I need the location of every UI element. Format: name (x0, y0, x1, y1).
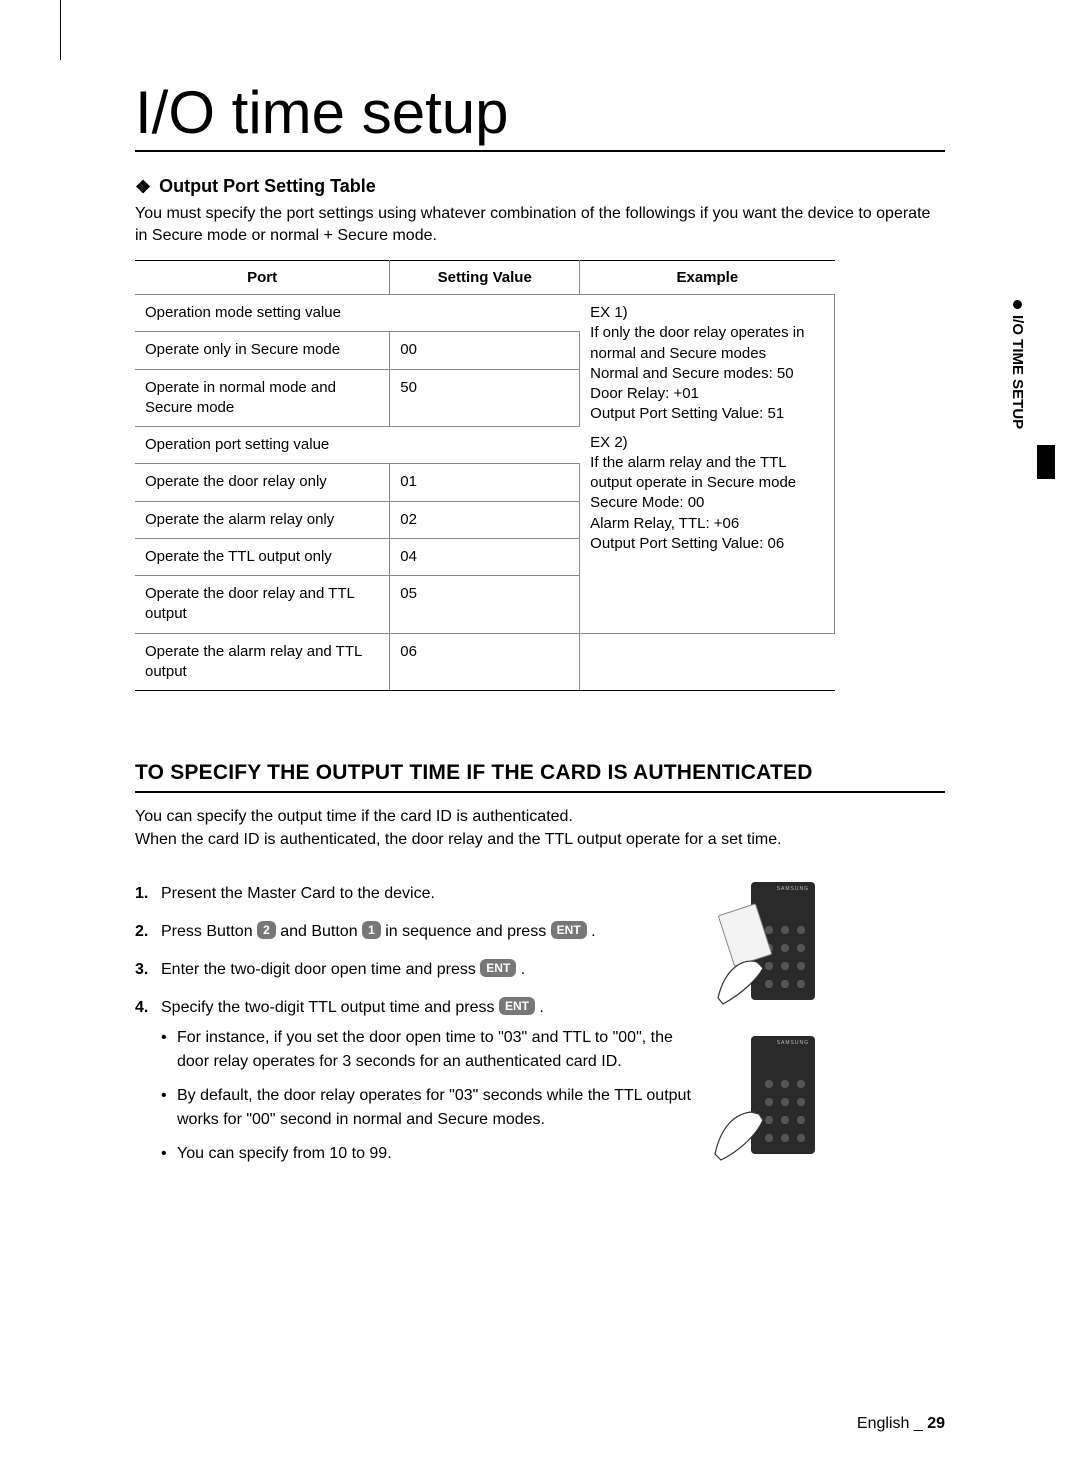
step-text: . (591, 923, 595, 940)
cell-value: 06 (390, 633, 580, 691)
cell-port: Operate only in Secure mode (135, 332, 390, 369)
step-bullets: For instance, if you set the door open t… (161, 1026, 695, 1166)
key-ent-icon: ENT (499, 997, 535, 1015)
key-ent-icon: ENT (480, 959, 516, 977)
key-ent-icon: ENT (551, 921, 587, 939)
intro-line-1: You can specify the output time if the c… (135, 808, 573, 825)
output-port-intro: You must specify the port settings using… (135, 203, 945, 246)
output-port-table: Port Setting Value Example Operation mod… (135, 260, 835, 691)
page-title: I/O time setup (135, 80, 945, 146)
side-tab-label: I/O TIME SETUP (1009, 315, 1026, 429)
bullet-item: By default, the door relay operates for … (161, 1084, 695, 1132)
step-text: . (539, 999, 543, 1016)
illustration-press-button: SAMSUNG (719, 1036, 815, 1156)
output-port-heading: ❖ Output Port Setting Table (135, 176, 945, 197)
illustration-present-card: SAMSUNG (719, 882, 815, 1002)
cell-value: 50 (390, 369, 580, 427)
step-text: in sequence and press (385, 923, 546, 940)
step-2: 2. Press Button 2 and Button 1 in sequen… (135, 920, 695, 944)
table-header-row: Port Setting Value Example (135, 261, 835, 295)
cell-port: Operate the alarm relay only (135, 501, 390, 538)
diamond-icon: ❖ (135, 177, 151, 198)
cell-value: 02 (390, 501, 580, 538)
title-rule: I/O time setup (135, 80, 945, 152)
group-header-2: Operation port setting value (135, 427, 580, 464)
group-header-1: Operation mode setting value (135, 295, 580, 332)
key-1-icon: 1 (362, 921, 381, 939)
footer-language: English _ (857, 1415, 923, 1432)
output-port-heading-text: Output Port Setting Table (159, 176, 376, 196)
step-number: 2. (135, 920, 148, 944)
thumb-index-icon (1037, 445, 1055, 479)
step-number: 3. (135, 958, 148, 982)
step-3: 3. Enter the two-digit door open time an… (135, 958, 695, 982)
illustration-column: SAMSUNG SAMSUNG (717, 882, 817, 1156)
table-row: Operate the alarm relay and TTL output 0… (135, 633, 835, 691)
cell-port: Operate the door relay only (135, 464, 390, 501)
step-text: Enter the two-digit door open time and p… (161, 961, 476, 978)
step-text: . (521, 961, 525, 978)
device-brand: SAMSUNG (777, 1040, 809, 1046)
output-time-intro: You can specify the output time if the c… (135, 805, 945, 851)
step-text: and Button (280, 923, 357, 940)
steps-list: 1. Present the Master Card to the device… (135, 882, 695, 1180)
page-footer: English _ 29 (857, 1415, 945, 1433)
hand-icon (713, 938, 783, 1008)
step-number: 1. (135, 882, 148, 906)
intro-line-2: When the card ID is authenticated, the d… (135, 831, 782, 848)
output-time-heading: TO SPECIFY THE OUTPUT TIME IF THE CARD I… (135, 761, 945, 793)
device-brand: SAMSUNG (777, 886, 809, 892)
cell-port: Operate in normal mode and Secure mode (135, 369, 390, 427)
cell-port: Operate the TTL output only (135, 538, 390, 575)
col-port: Port (135, 261, 390, 295)
cell-port: Operate the door relay and TTL output (135, 576, 390, 634)
bullet-item: For instance, if you set the door open t… (161, 1026, 695, 1074)
step-number: 4. (135, 996, 148, 1020)
cell-value: 04 (390, 538, 580, 575)
page-content: I/O time setup ❖ Output Port Setting Tabl… (135, 80, 945, 1180)
footer-page-number: 29 (927, 1415, 945, 1432)
crop-mark (60, 0, 61, 60)
bullet-item: You can specify from 10 to 99. (161, 1142, 695, 1166)
steps-area: 1. Present the Master Card to the device… (135, 882, 945, 1180)
hand-icon (713, 1092, 783, 1162)
step-text: Present the Master Card to the device. (161, 885, 435, 902)
key-2-icon: 2 (257, 921, 276, 939)
cell-value: 01 (390, 464, 580, 501)
cell-value: 00 (390, 332, 580, 369)
col-setting-value: Setting Value (390, 261, 580, 295)
cell-port: Operate the alarm relay and TTL output (135, 633, 390, 691)
bullet-icon (1013, 300, 1022, 309)
step-text: Specify the two-digit TTL output time an… (161, 999, 495, 1016)
example-cell: EX 1)If only the door relay operates in … (580, 295, 835, 634)
cell-value: 05 (390, 576, 580, 634)
step-1: 1. Present the Master Card to the device… (135, 882, 695, 906)
col-example: Example (580, 261, 835, 295)
table-row: Operation mode setting value EX 1)If onl… (135, 295, 835, 332)
step-text: Press Button (161, 923, 253, 940)
step-4: 4. Specify the two-digit TTL output time… (135, 996, 695, 1166)
empty-cell (580, 633, 835, 691)
side-tab: I/O TIME SETUP (1009, 300, 1026, 429)
